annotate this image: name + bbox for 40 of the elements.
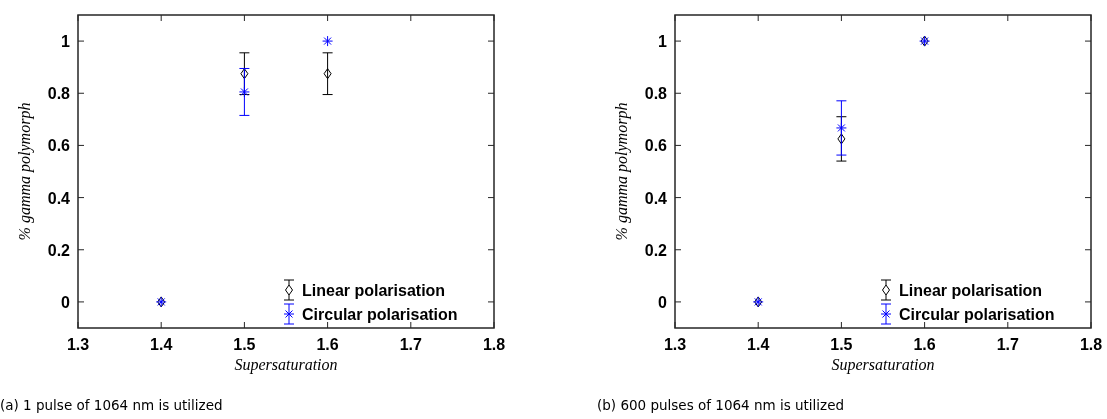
x-tick-label: 1.8	[482, 336, 506, 353]
y-axis-title: % gamma polymorph	[16, 102, 34, 241]
x-tick-label: 1.5	[830, 336, 853, 353]
x-tick-label: 1.7	[996, 336, 1020, 353]
x-tick-label: 1.5	[233, 336, 256, 353]
x-axis-title: Supersaturation	[234, 356, 338, 374]
legend-label: Linear polarisation	[899, 282, 1043, 299]
y-axis-title: % gamma polymorph	[613, 102, 631, 241]
x-tick-label: 1.4	[150, 336, 173, 353]
point	[240, 68, 249, 80]
legend-label: Linear polarisation	[302, 282, 446, 299]
point	[238, 86, 250, 98]
y-tick-label: 0	[658, 293, 668, 311]
y-tick-label: 1	[658, 33, 668, 51]
x-axis-title: Supersaturation	[831, 356, 935, 374]
y-tick-label: 0	[61, 293, 71, 311]
x-tick-label: 1.3	[66, 336, 90, 353]
x-tick-label: 1.7	[399, 336, 423, 353]
y-tick-label: 0.4	[47, 189, 71, 207]
y-tick-label: 1	[61, 33, 71, 51]
y-tick-label: 0.8	[47, 85, 71, 103]
y-tick-label: 0.2	[47, 241, 71, 259]
y-tick-label: 0.8	[644, 85, 668, 103]
point	[322, 35, 334, 47]
x-tick-label: 1.4	[747, 336, 770, 353]
text: (b) 600 pulses of 1064 nm is utilized	[597, 397, 845, 413]
x-tick-label: 1.3	[663, 336, 687, 353]
legend-label: Circular polarisation	[302, 306, 458, 323]
x-tick-label: 1.6	[913, 336, 936, 353]
point	[837, 133, 846, 145]
point	[323, 68, 332, 80]
x-tick-label: 1.8	[1079, 336, 1103, 353]
y-tick-label: 0.6	[644, 137, 668, 155]
y-tick-label: 0.4	[644, 189, 668, 207]
y-tick-label: 0.2	[644, 241, 668, 259]
point	[835, 122, 847, 134]
legend-label: Circular polarisation	[899, 306, 1055, 323]
x-tick-label: 1.6	[316, 336, 339, 353]
y-tick-label: 0.6	[47, 137, 71, 155]
text: (a) 1 pulse of 1064 nm is utilized	[0, 397, 223, 413]
